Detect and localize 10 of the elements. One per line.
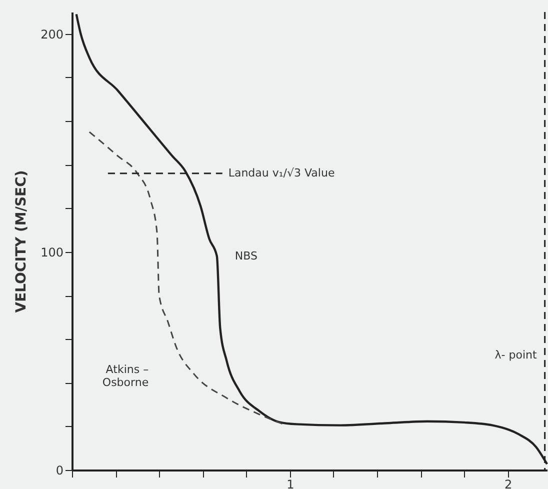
text: Atkins – Osborne <box>102 362 149 389</box>
y-tick-label: 200 <box>40 27 64 42</box>
ref-line-label: λ- point <box>494 348 538 362</box>
y-tick-label: 100 <box>40 245 64 260</box>
y-axis-title: VELOCITY (M/SEC) <box>14 170 30 313</box>
series-label: NBS <box>234 249 258 262</box>
y-tick-label: 0 <box>56 464 64 478</box>
x-tick-label: 1 <box>286 478 294 489</box>
series-label: Landau v₁/√3 Value <box>228 166 335 180</box>
x-tick-label: 2 <box>504 478 512 489</box>
